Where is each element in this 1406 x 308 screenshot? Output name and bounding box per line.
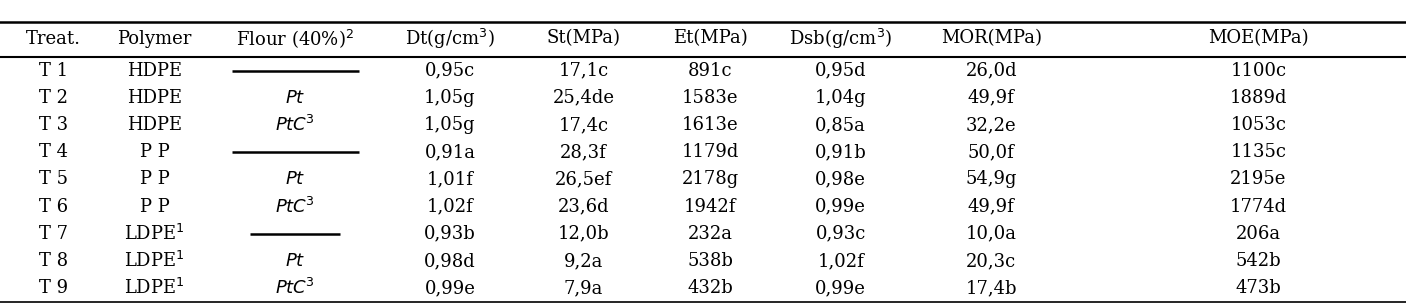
Text: 1774d: 1774d: [1230, 198, 1286, 216]
Text: 9,2a: 9,2a: [564, 252, 603, 270]
Text: T 2: T 2: [39, 89, 67, 107]
Text: 1100c: 1100c: [1230, 62, 1286, 79]
Text: 0,99e: 0,99e: [425, 279, 475, 297]
Text: 10,0a: 10,0a: [966, 225, 1017, 243]
Text: 1583e: 1583e: [682, 89, 738, 107]
Text: P P: P P: [139, 198, 170, 216]
Text: Polymer: Polymer: [118, 30, 191, 47]
Text: 1135c: 1135c: [1230, 143, 1286, 161]
Text: 232a: 232a: [688, 225, 733, 243]
Text: LDPE$^1$: LDPE$^1$: [124, 278, 186, 298]
Text: Et(MPa): Et(MPa): [672, 30, 748, 47]
Text: $\mathit{Pt}$: $\mathit{Pt}$: [285, 252, 305, 270]
Text: LDPE$^1$: LDPE$^1$: [124, 224, 186, 244]
Text: P P: P P: [139, 170, 170, 188]
Text: HDPE: HDPE: [127, 116, 183, 134]
Text: 26,5ef: 26,5ef: [555, 170, 612, 188]
Text: 26,0d: 26,0d: [966, 62, 1017, 79]
Text: MOE(MPa): MOE(MPa): [1208, 30, 1309, 47]
Text: 1,01f: 1,01f: [426, 170, 474, 188]
Text: 0,93b: 0,93b: [425, 225, 475, 243]
Text: 1,02f: 1,02f: [426, 198, 474, 216]
Text: 0,95c: 0,95c: [425, 62, 475, 79]
Text: St(MPa): St(MPa): [547, 30, 620, 47]
Text: 1,05g: 1,05g: [425, 89, 475, 107]
Text: 50,0f: 50,0f: [967, 143, 1015, 161]
Text: Flour (40%)$^2$: Flour (40%)$^2$: [236, 27, 354, 50]
Text: T 3: T 3: [39, 116, 67, 134]
Text: T 7: T 7: [39, 225, 67, 243]
Text: 0,95d: 0,95d: [815, 62, 866, 79]
Text: T 9: T 9: [39, 279, 67, 297]
Text: 0,85a: 0,85a: [815, 116, 866, 134]
Text: $\mathit{PtC}$$^3$: $\mathit{PtC}$$^3$: [276, 278, 315, 298]
Text: $\mathit{PtC}$$^3$: $\mathit{PtC}$$^3$: [276, 115, 315, 135]
Text: 0,91a: 0,91a: [425, 143, 475, 161]
Text: 473b: 473b: [1236, 279, 1281, 297]
Text: T 5: T 5: [39, 170, 67, 188]
Text: 17,4b: 17,4b: [966, 279, 1017, 297]
Text: HDPE: HDPE: [127, 89, 183, 107]
Text: 12,0b: 12,0b: [558, 225, 609, 243]
Text: MOR(MPa): MOR(MPa): [941, 30, 1042, 47]
Text: 1,04g: 1,04g: [815, 89, 866, 107]
Text: LDPE$^1$: LDPE$^1$: [124, 251, 186, 271]
Text: 25,4de: 25,4de: [553, 89, 614, 107]
Text: HDPE: HDPE: [127, 62, 183, 79]
Text: 2195e: 2195e: [1230, 170, 1286, 188]
Text: 891c: 891c: [688, 62, 733, 79]
Text: 0,98d: 0,98d: [425, 252, 475, 270]
Text: 54,9g: 54,9g: [966, 170, 1017, 188]
Text: 49,9f: 49,9f: [967, 89, 1015, 107]
Text: 17,1c: 17,1c: [558, 62, 609, 79]
Text: 28,3f: 28,3f: [560, 143, 607, 161]
Text: 0,99e: 0,99e: [815, 198, 866, 216]
Text: 32,2e: 32,2e: [966, 116, 1017, 134]
Text: 7,9a: 7,9a: [564, 279, 603, 297]
Text: 2178g: 2178g: [682, 170, 738, 188]
Text: P P: P P: [139, 143, 170, 161]
Text: 1,05g: 1,05g: [425, 116, 475, 134]
Text: 20,3c: 20,3c: [966, 252, 1017, 270]
Text: 1,02f: 1,02f: [817, 252, 865, 270]
Text: 0,98e: 0,98e: [815, 170, 866, 188]
Text: T 4: T 4: [39, 143, 67, 161]
Text: $\mathit{Pt}$: $\mathit{Pt}$: [285, 89, 305, 107]
Text: T 8: T 8: [39, 252, 67, 270]
Text: 23,6d: 23,6d: [558, 198, 609, 216]
Text: Dsb(g/cm$^3$): Dsb(g/cm$^3$): [789, 26, 893, 51]
Text: Dt(g/cm$^3$): Dt(g/cm$^3$): [405, 26, 495, 51]
Text: 17,4c: 17,4c: [558, 116, 609, 134]
Text: 0,91b: 0,91b: [815, 143, 866, 161]
Text: 538b: 538b: [688, 252, 733, 270]
Text: T 1: T 1: [39, 62, 67, 79]
Text: 49,9f: 49,9f: [967, 198, 1015, 216]
Text: 542b: 542b: [1236, 252, 1281, 270]
Text: Treat.: Treat.: [25, 30, 82, 47]
Text: 206a: 206a: [1236, 225, 1281, 243]
Text: $\mathit{Pt}$: $\mathit{Pt}$: [285, 170, 305, 188]
Text: 432b: 432b: [688, 279, 733, 297]
Text: T 6: T 6: [39, 198, 67, 216]
Text: 1053c: 1053c: [1230, 116, 1286, 134]
Text: 1889d: 1889d: [1230, 89, 1286, 107]
Text: 1942f: 1942f: [683, 198, 737, 216]
Text: 0,99e: 0,99e: [815, 279, 866, 297]
Text: 1613e: 1613e: [682, 116, 738, 134]
Text: 1179d: 1179d: [682, 143, 738, 161]
Text: 0,93c: 0,93c: [815, 225, 866, 243]
Text: $\mathit{PtC}$$^3$: $\mathit{PtC}$$^3$: [276, 197, 315, 217]
